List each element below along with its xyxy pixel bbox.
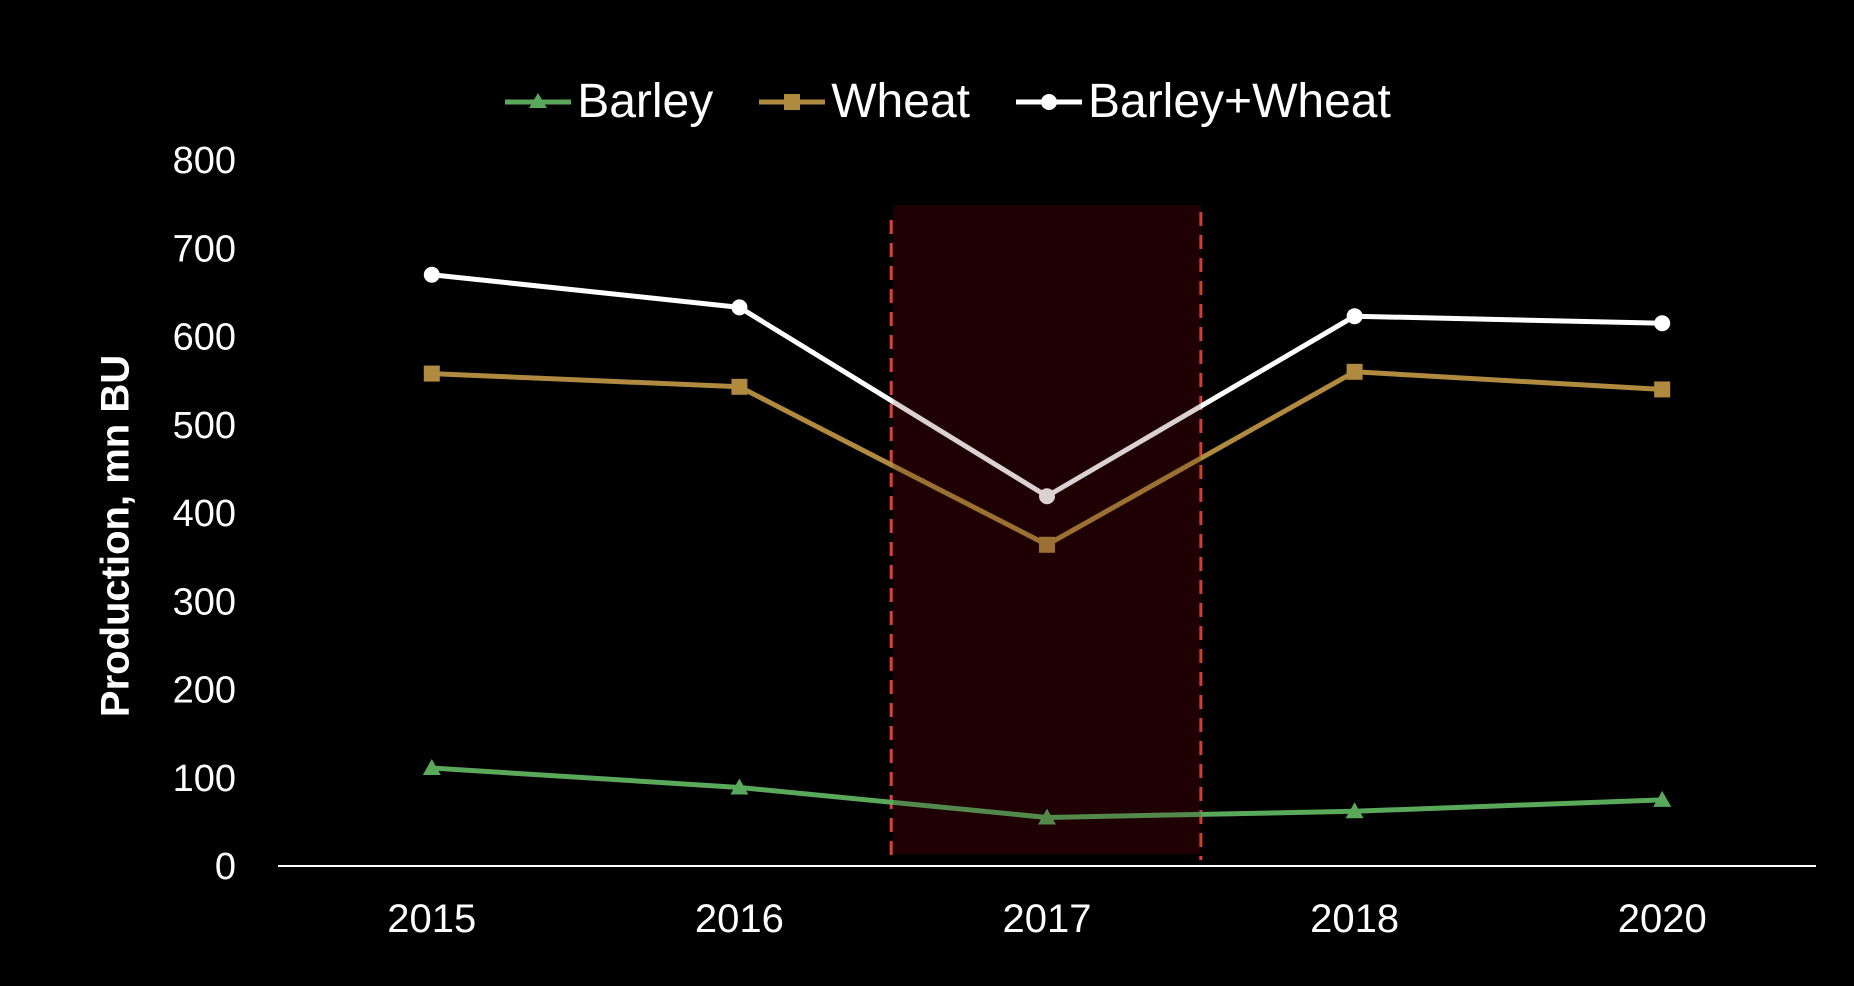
- y-tick-label: 200: [173, 670, 236, 712]
- y-tick-label: 300: [173, 581, 236, 623]
- y-tick-label: 700: [173, 228, 236, 270]
- legend-circle-marker-icon: [1015, 93, 1082, 110]
- y-tick-label: 800: [173, 140, 236, 182]
- legend-label-barley: Barley: [577, 75, 714, 128]
- x-tick-label: 2020: [1618, 897, 1707, 941]
- y-tick-label: 600: [173, 317, 236, 359]
- barley-point: [730, 778, 749, 795]
- legend-item-wheat: Wheat: [757, 74, 970, 129]
- barley-point: [1345, 802, 1364, 819]
- wheat-point: [1654, 381, 1671, 398]
- legend-item-barley: Barley: [503, 74, 713, 129]
- y-tick-label: 0: [215, 846, 236, 888]
- x-tick-label: 2018: [1310, 897, 1399, 941]
- wheat-point: [1039, 536, 1055, 553]
- wheat-point: [423, 365, 440, 382]
- y-tick-label: 500: [173, 405, 236, 447]
- legend: Barley Wheat Barley+Wheat: [0, 74, 1854, 129]
- y-tick-label: 400: [173, 493, 236, 535]
- barley-point: [1653, 790, 1672, 807]
- barley-wheat-point: [423, 266, 440, 283]
- barley-wheat-point: [1346, 308, 1363, 325]
- x-tick-label: 2017: [1003, 897, 1092, 941]
- barley-wheat-point: [731, 299, 748, 316]
- y-tick-label: 100: [173, 758, 236, 800]
- highlight-band: [893, 205, 1201, 854]
- highlight-overlay: [893, 205, 1201, 854]
- barley-wheat-point: [1039, 488, 1055, 505]
- x-tick-label: 2015: [387, 897, 476, 941]
- legend-item-barley-wheat: Barley+Wheat: [1014, 74, 1391, 129]
- wheat-point: [731, 378, 748, 395]
- legend-triangle-marker-icon: [505, 92, 572, 108]
- legend-label-wheat: Wheat: [831, 75, 970, 128]
- wheat-point: [1346, 363, 1363, 380]
- legend-label-barley-wheat: Barley+Wheat: [1087, 75, 1391, 128]
- barley-point: [422, 759, 441, 776]
- x-tick-label: 2016: [695, 897, 784, 941]
- legend-square-marker-icon: [759, 93, 826, 110]
- barley-wheat-point: [1654, 315, 1671, 332]
- barley-point: [1038, 808, 1056, 825]
